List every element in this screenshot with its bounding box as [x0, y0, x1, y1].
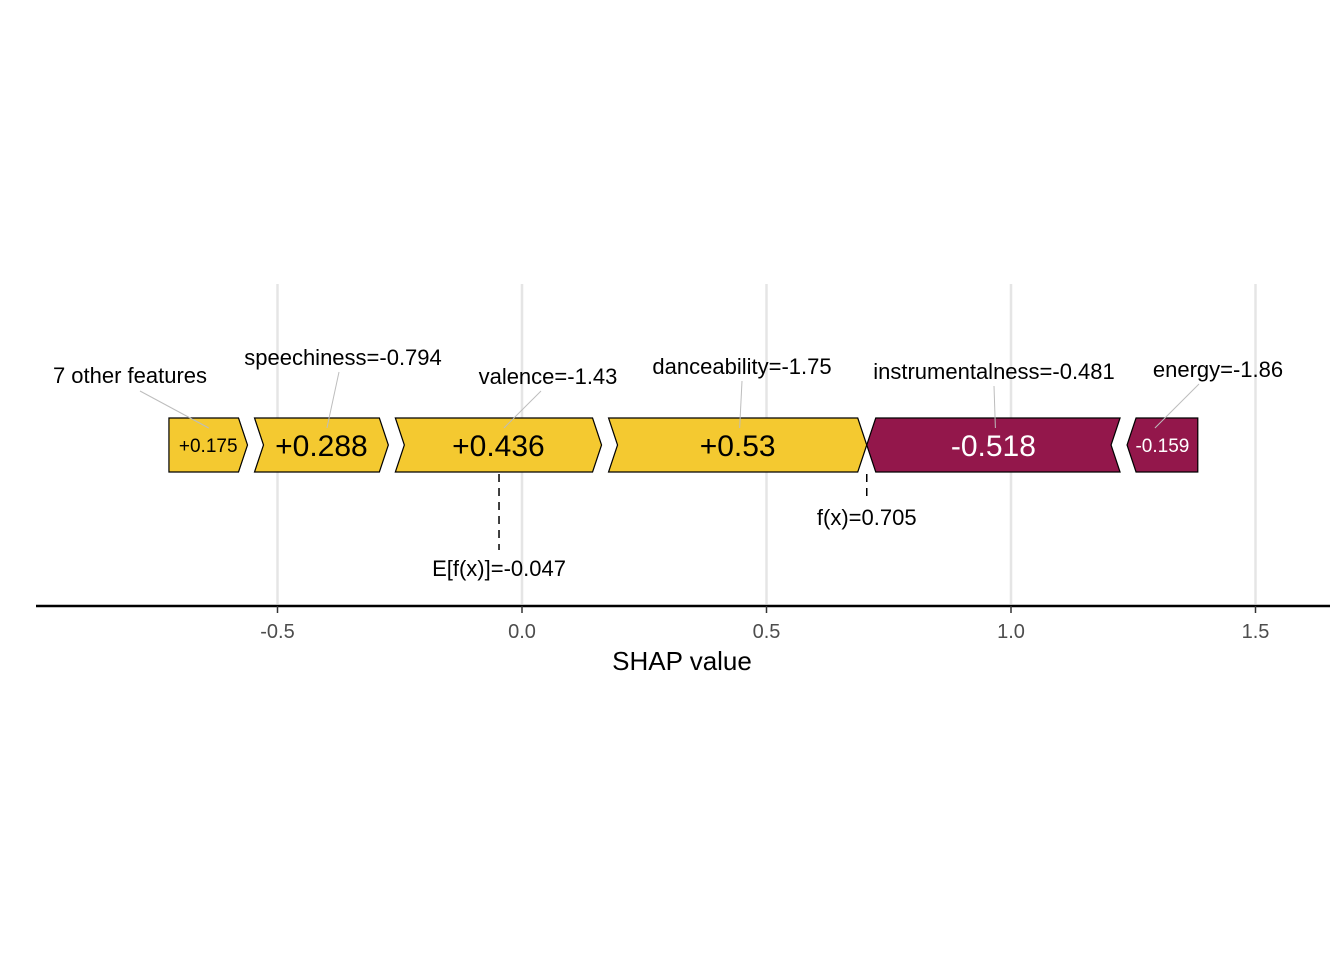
feature-arrow-bar	[1126, 417, 1199, 473]
feature-leader-line	[1154, 383, 1200, 429]
feature-name-label: valence=-1.43	[479, 364, 618, 389]
x-axis-ticks: -0.5 0.0 0.5 1.0 1.5	[260, 606, 1269, 643]
feature-leader-line	[139, 390, 209, 429]
output-value-label: f(x)=0.705	[817, 505, 917, 530]
feature-name-label: instrumentalness=-0.481	[873, 359, 1115, 384]
bar-value-label: +0.53	[700, 430, 776, 463]
feature-name-label: 7 other features	[53, 363, 207, 388]
feature-leader-line	[739, 380, 743, 429]
x-tick-label: 1.5	[1242, 621, 1270, 643]
bar-value-label: +0.175	[179, 436, 238, 457]
feature-arrow-bar	[394, 417, 603, 473]
value-annotations: E[f(x)]=-0.047 f(x)=0.705	[432, 474, 917, 581]
x-tick-label: -0.5	[260, 621, 294, 643]
bar-value-label: -0.159	[1135, 436, 1189, 457]
feature-arrow-bar	[607, 417, 868, 473]
feature-arrows: +0.175 +0.288 +0.436 +0.53 -0.518 -0.159	[168, 417, 1199, 473]
feature-name-label: speechiness=-0.794	[244, 345, 442, 370]
x-tick-label: 0.5	[753, 621, 781, 643]
bar-value-label: -0.518	[951, 430, 1036, 463]
bar-value-label: +0.288	[275, 430, 368, 463]
x-tick-label: 1.0	[997, 621, 1025, 643]
feature-arrow-bar	[866, 417, 1121, 473]
feature-arrow-bar	[253, 417, 389, 473]
feature-name-label: energy=-1.86	[1153, 357, 1283, 382]
feature-name-label: danceability=-1.75	[652, 354, 831, 379]
feature-leader-line	[503, 390, 542, 429]
feature-arrow-bar	[168, 417, 249, 473]
x-axis-title: SHAP value	[612, 646, 752, 676]
feature-labels: 7 other features speechiness=-0.794 valenc…	[53, 345, 1283, 429]
x-tick-label: 0.0	[508, 621, 536, 643]
bar-value-label: +0.436	[452, 430, 545, 463]
feature-leader-line	[326, 371, 340, 429]
feature-leader-line	[993, 385, 996, 429]
base-value-label: E[f(x)]=-0.047	[432, 556, 566, 581]
